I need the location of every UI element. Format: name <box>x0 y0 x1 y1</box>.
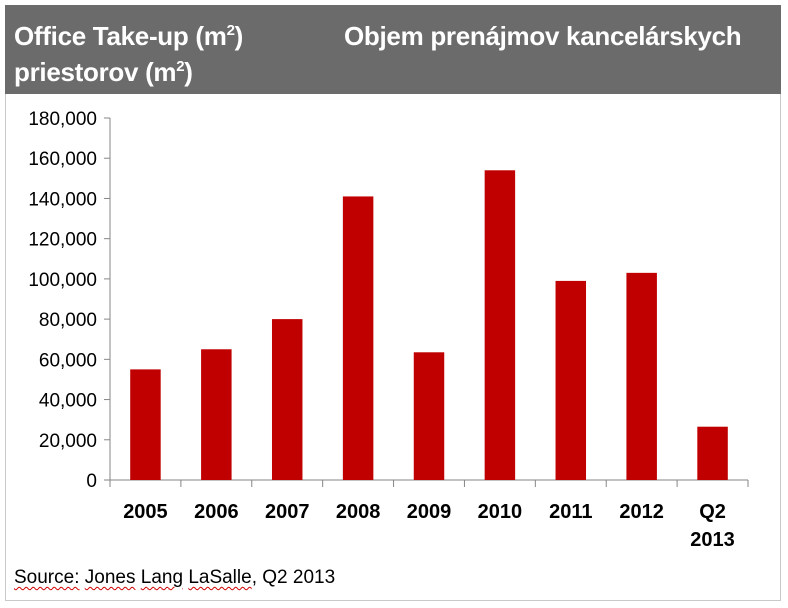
x-category-label: 2012 <box>619 501 664 523</box>
title-sk-line2: priestorov (m <box>14 57 177 87</box>
y-tick-label: 80,000 <box>39 310 97 331</box>
source-name1: Jones <box>84 567 136 588</box>
title-en-close: ) <box>234 21 244 51</box>
bar <box>271 319 303 480</box>
x-category-label: 2011 <box>549 501 592 523</box>
y-tick-label: 40,000 <box>39 391 97 412</box>
chart-header: Office Take-up (m2) priestorov (m2) Obje… <box>5 5 781 94</box>
y-tick-label: 180,000 <box>28 109 97 130</box>
y-tick-label: 160,000 <box>28 149 97 170</box>
x-category-label: Q2 2013 <box>690 501 735 551</box>
bar <box>342 196 374 480</box>
title-sk-line1: Objem prenájmov kancelárskych <box>344 21 742 51</box>
x-category-label: 2006 <box>194 501 239 523</box>
source-name3: LaSalle <box>188 567 252 588</box>
bar <box>697 426 728 480</box>
source-rest: , Q2 2013 <box>251 567 336 588</box>
y-tick-label: 140,000 <box>28 189 97 210</box>
chart-title-sk: Objem prenájmov kancelárskych <box>344 18 742 54</box>
bar <box>130 369 161 480</box>
title-en-sup: 2 <box>226 22 235 39</box>
bar <box>555 280 587 480</box>
source-name2: Lang <box>140 567 184 588</box>
bar <box>626 272 657 480</box>
y-tick-label: 60,000 <box>39 350 97 371</box>
bar <box>413 352 445 480</box>
x-category-label: 2005 <box>123 501 168 523</box>
title-sk-close: ) <box>184 57 193 87</box>
x-category-label: 2009 <box>407 501 452 523</box>
bar <box>484 170 516 481</box>
y-tick-label: 0 <box>86 471 97 492</box>
x-category-label: 2007 <box>265 501 310 523</box>
y-tick-label: 100,000 <box>28 270 97 291</box>
x-category-label: 2008 <box>336 501 381 523</box>
source-word: Source: <box>14 567 80 588</box>
y-tick-label: 20,000 <box>39 431 97 452</box>
y-tick-label: 120,000 <box>28 230 97 251</box>
title-sk-sup: 2 <box>176 58 185 75</box>
source-note: Source: Jones Lang LaSalle, Q2 2013 <box>14 567 335 589</box>
x-category-label: 2010 <box>478 501 523 523</box>
bar <box>201 349 232 480</box>
title-en-text: Office Take-up (m <box>14 21 227 51</box>
chart-title-en: Office Take-up (m2) priestorov (m2) <box>14 18 243 90</box>
